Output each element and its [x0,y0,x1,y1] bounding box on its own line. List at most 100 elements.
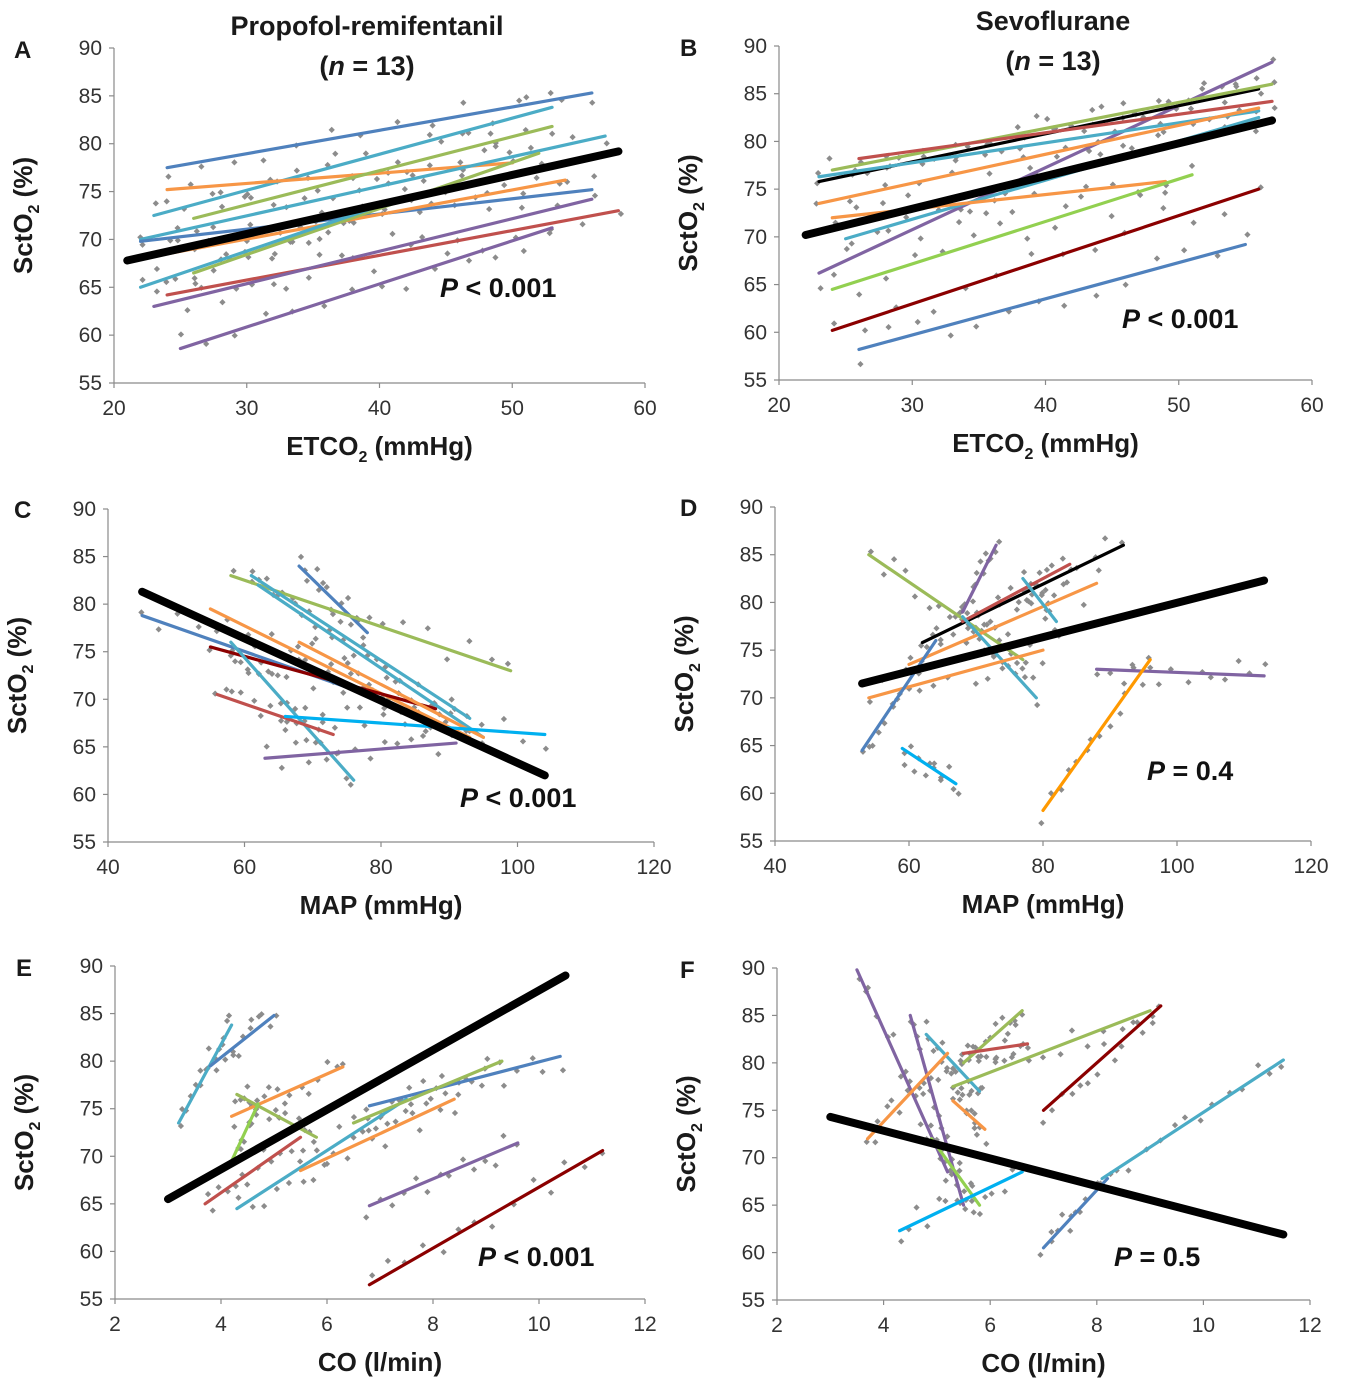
y-tick-label: 65 [73,736,96,759]
data-point [936,1195,943,1202]
data-point [1004,631,1012,638]
data-point [1004,1030,1011,1037]
x-tick-label: 2 [771,1314,783,1337]
data-point [1063,579,1071,586]
data-point [328,126,335,133]
data-point [1094,671,1101,678]
subject-regression-line [924,1032,982,1093]
data-point [869,742,876,749]
data-point [237,659,244,666]
subject-regression-line [283,714,547,737]
data-point [1036,569,1043,576]
data-point [999,1014,1006,1021]
data-point [455,1091,462,1098]
subject-regression-line [297,640,485,739]
subject-regression-line [165,161,514,192]
data-point [846,198,854,205]
data-point [1221,676,1229,683]
subject-regression-line [230,1065,345,1118]
panel-b: 55 60 65 70 75 80 85 90 20 30 40 50 60 B SctO2 (%) ETCO… [673,35,1324,463]
y-tick-label: 90 [73,498,96,521]
data-point [273,1185,280,1193]
data-point [904,192,912,199]
data-point [1100,1040,1108,1048]
data-point [976,1210,984,1218]
data-point [1095,567,1102,574]
y-tick-label: 70 [740,687,763,710]
data-point [500,715,508,723]
data-point [1026,164,1034,172]
data-point [492,1162,499,1169]
y-tick-label: 80 [79,133,102,156]
data-point [1051,224,1059,231]
data-point [901,761,908,769]
x-tick-label: 4 [878,1314,890,1337]
subject-regression-line [960,615,1038,700]
data-point [310,1176,317,1184]
data-point [138,609,145,616]
data-point [970,232,977,239]
data-point [1252,128,1260,135]
data-point [920,1090,927,1098]
data-point [381,738,388,746]
data-point [309,640,316,647]
data-point [249,568,256,575]
data-point [964,1042,971,1049]
data-point [1154,132,1162,139]
data-point [863,1138,870,1146]
data-point [165,173,172,180]
panel-f: 55 60 65 70 75 80 85 90 2 4 6 8 10 12 F SctO2 (%) CO (l/… [671,957,1322,1378]
data-point [394,740,401,747]
subject-regression-line [298,1097,456,1173]
data-point [305,759,312,766]
data-point [898,1238,905,1245]
data-point [1013,606,1021,613]
data-point [867,548,875,555]
data-point [478,1082,486,1089]
data-point [1094,1071,1101,1078]
x-tick-label: 80 [369,856,392,879]
pooled-regression-line [123,147,623,265]
data-point [286,1092,293,1099]
data-point [942,1197,949,1205]
data-point [247,221,254,228]
data-point [263,743,270,750]
data-point [994,594,1002,601]
data-point [198,163,205,170]
data-point [370,268,378,275]
y-tick-label: 60 [73,783,96,806]
data-point [470,1166,478,1173]
data-point [939,1039,946,1046]
data-point [312,635,319,642]
data-point [1015,599,1022,606]
x-tick-label: 60 [897,855,920,878]
panel-c: 55 60 65 70 75 80 85 90 40 60 80 100 120 C SctO2 (%) MA… [2,497,672,920]
data-point [399,619,407,626]
data-point [249,1203,256,1210]
data-point [232,1098,239,1105]
pooled-regression-line [826,1112,1288,1239]
subject-regression-line [367,1054,562,1108]
data-point [1117,710,1124,717]
data-point [313,1147,320,1154]
x-axis-title: CO (l/min) [981,1348,1105,1378]
title-left: Propofol-remifentanil [230,11,503,41]
data-point [244,1181,251,1188]
data-point [1028,600,1035,607]
panel-d: 55 60 65 70 75 80 85 90 40 60 80 100 120 D SctO2 (%) MA… [669,495,1329,919]
data-point [247,194,255,201]
pooled-regression-line [858,576,1269,688]
data-point [321,302,328,310]
data-point [1021,674,1029,681]
x-tick-label: 30 [901,394,924,417]
y-tick-label: 75 [742,1099,765,1122]
data-point [950,785,957,793]
data-point [516,97,523,104]
data-point [983,1140,990,1148]
y-tick-label: 70 [744,226,767,249]
data-point [382,1143,389,1150]
data-point [926,604,933,612]
data-point [303,737,310,744]
data-point [1022,659,1029,666]
data-point [1077,1082,1084,1089]
